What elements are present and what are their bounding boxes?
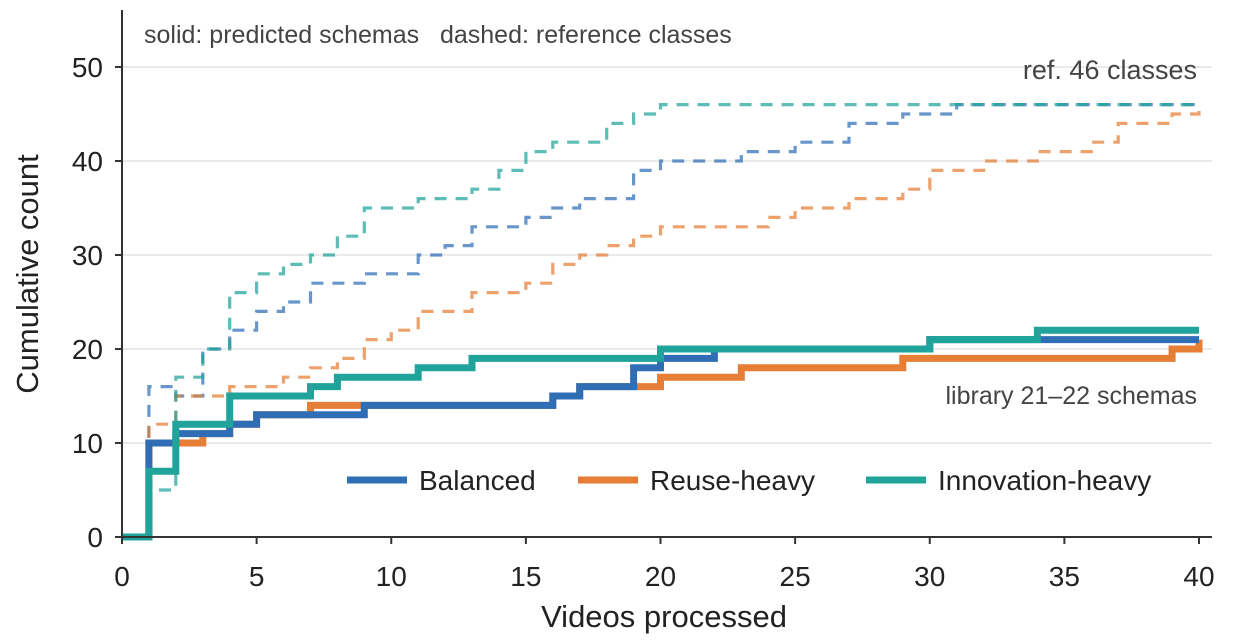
series-balanced-solid bbox=[122, 336, 1199, 541]
series-innovation-heavy-dashed bbox=[122, 103, 1199, 539]
x-tick-label: 0 bbox=[114, 561, 130, 592]
x-tick-label: 30 bbox=[914, 561, 945, 592]
x-tick-label: 25 bbox=[780, 561, 811, 592]
y-tick-label: 30 bbox=[72, 240, 103, 271]
series-innovation-heavy-solid bbox=[122, 326, 1199, 541]
series-reuse-heavy-dashed bbox=[122, 104, 1201, 539]
annotation-ref-total: ref. 46 classes bbox=[1023, 55, 1197, 85]
annotation-line-style: solid: predicted schemas dashed: referen… bbox=[144, 21, 732, 49]
y-tick-label: 50 bbox=[72, 52, 103, 83]
y-tick-label: 20 bbox=[72, 334, 103, 365]
x-tick-label: 20 bbox=[645, 561, 676, 592]
legend-label-balanced: Balanced bbox=[419, 465, 536, 496]
x-tick-label: 40 bbox=[1183, 561, 1214, 592]
annotation-library-total: library 21–22 schemas bbox=[945, 382, 1197, 410]
ticks: 0 5 10 15 20 25 30 35 40 0 10 20 30 40 50 bbox=[72, 52, 1215, 592]
axes bbox=[121, 10, 1212, 538]
x-tick-label: 5 bbox=[249, 561, 265, 592]
x-tick-label: 15 bbox=[510, 561, 541, 592]
y-tick-label: 40 bbox=[72, 146, 103, 177]
y-tick-label: 0 bbox=[87, 522, 103, 553]
series-layer bbox=[122, 103, 1203, 541]
x-axis-title: Videos processed bbox=[541, 599, 787, 634]
legend-label-reuse-heavy: Reuse-heavy bbox=[650, 465, 815, 496]
x-tick-label: 35 bbox=[1049, 561, 1080, 592]
y-axis-title: Cumulative count bbox=[10, 154, 45, 394]
x-tick-label: 10 bbox=[376, 561, 407, 592]
legend: Balanced Reuse-heavy Innovation-heavy bbox=[347, 465, 1151, 496]
y-tick-label: 10 bbox=[72, 428, 103, 459]
legend-label-innovation-heavy: Innovation-heavy bbox=[938, 465, 1151, 496]
